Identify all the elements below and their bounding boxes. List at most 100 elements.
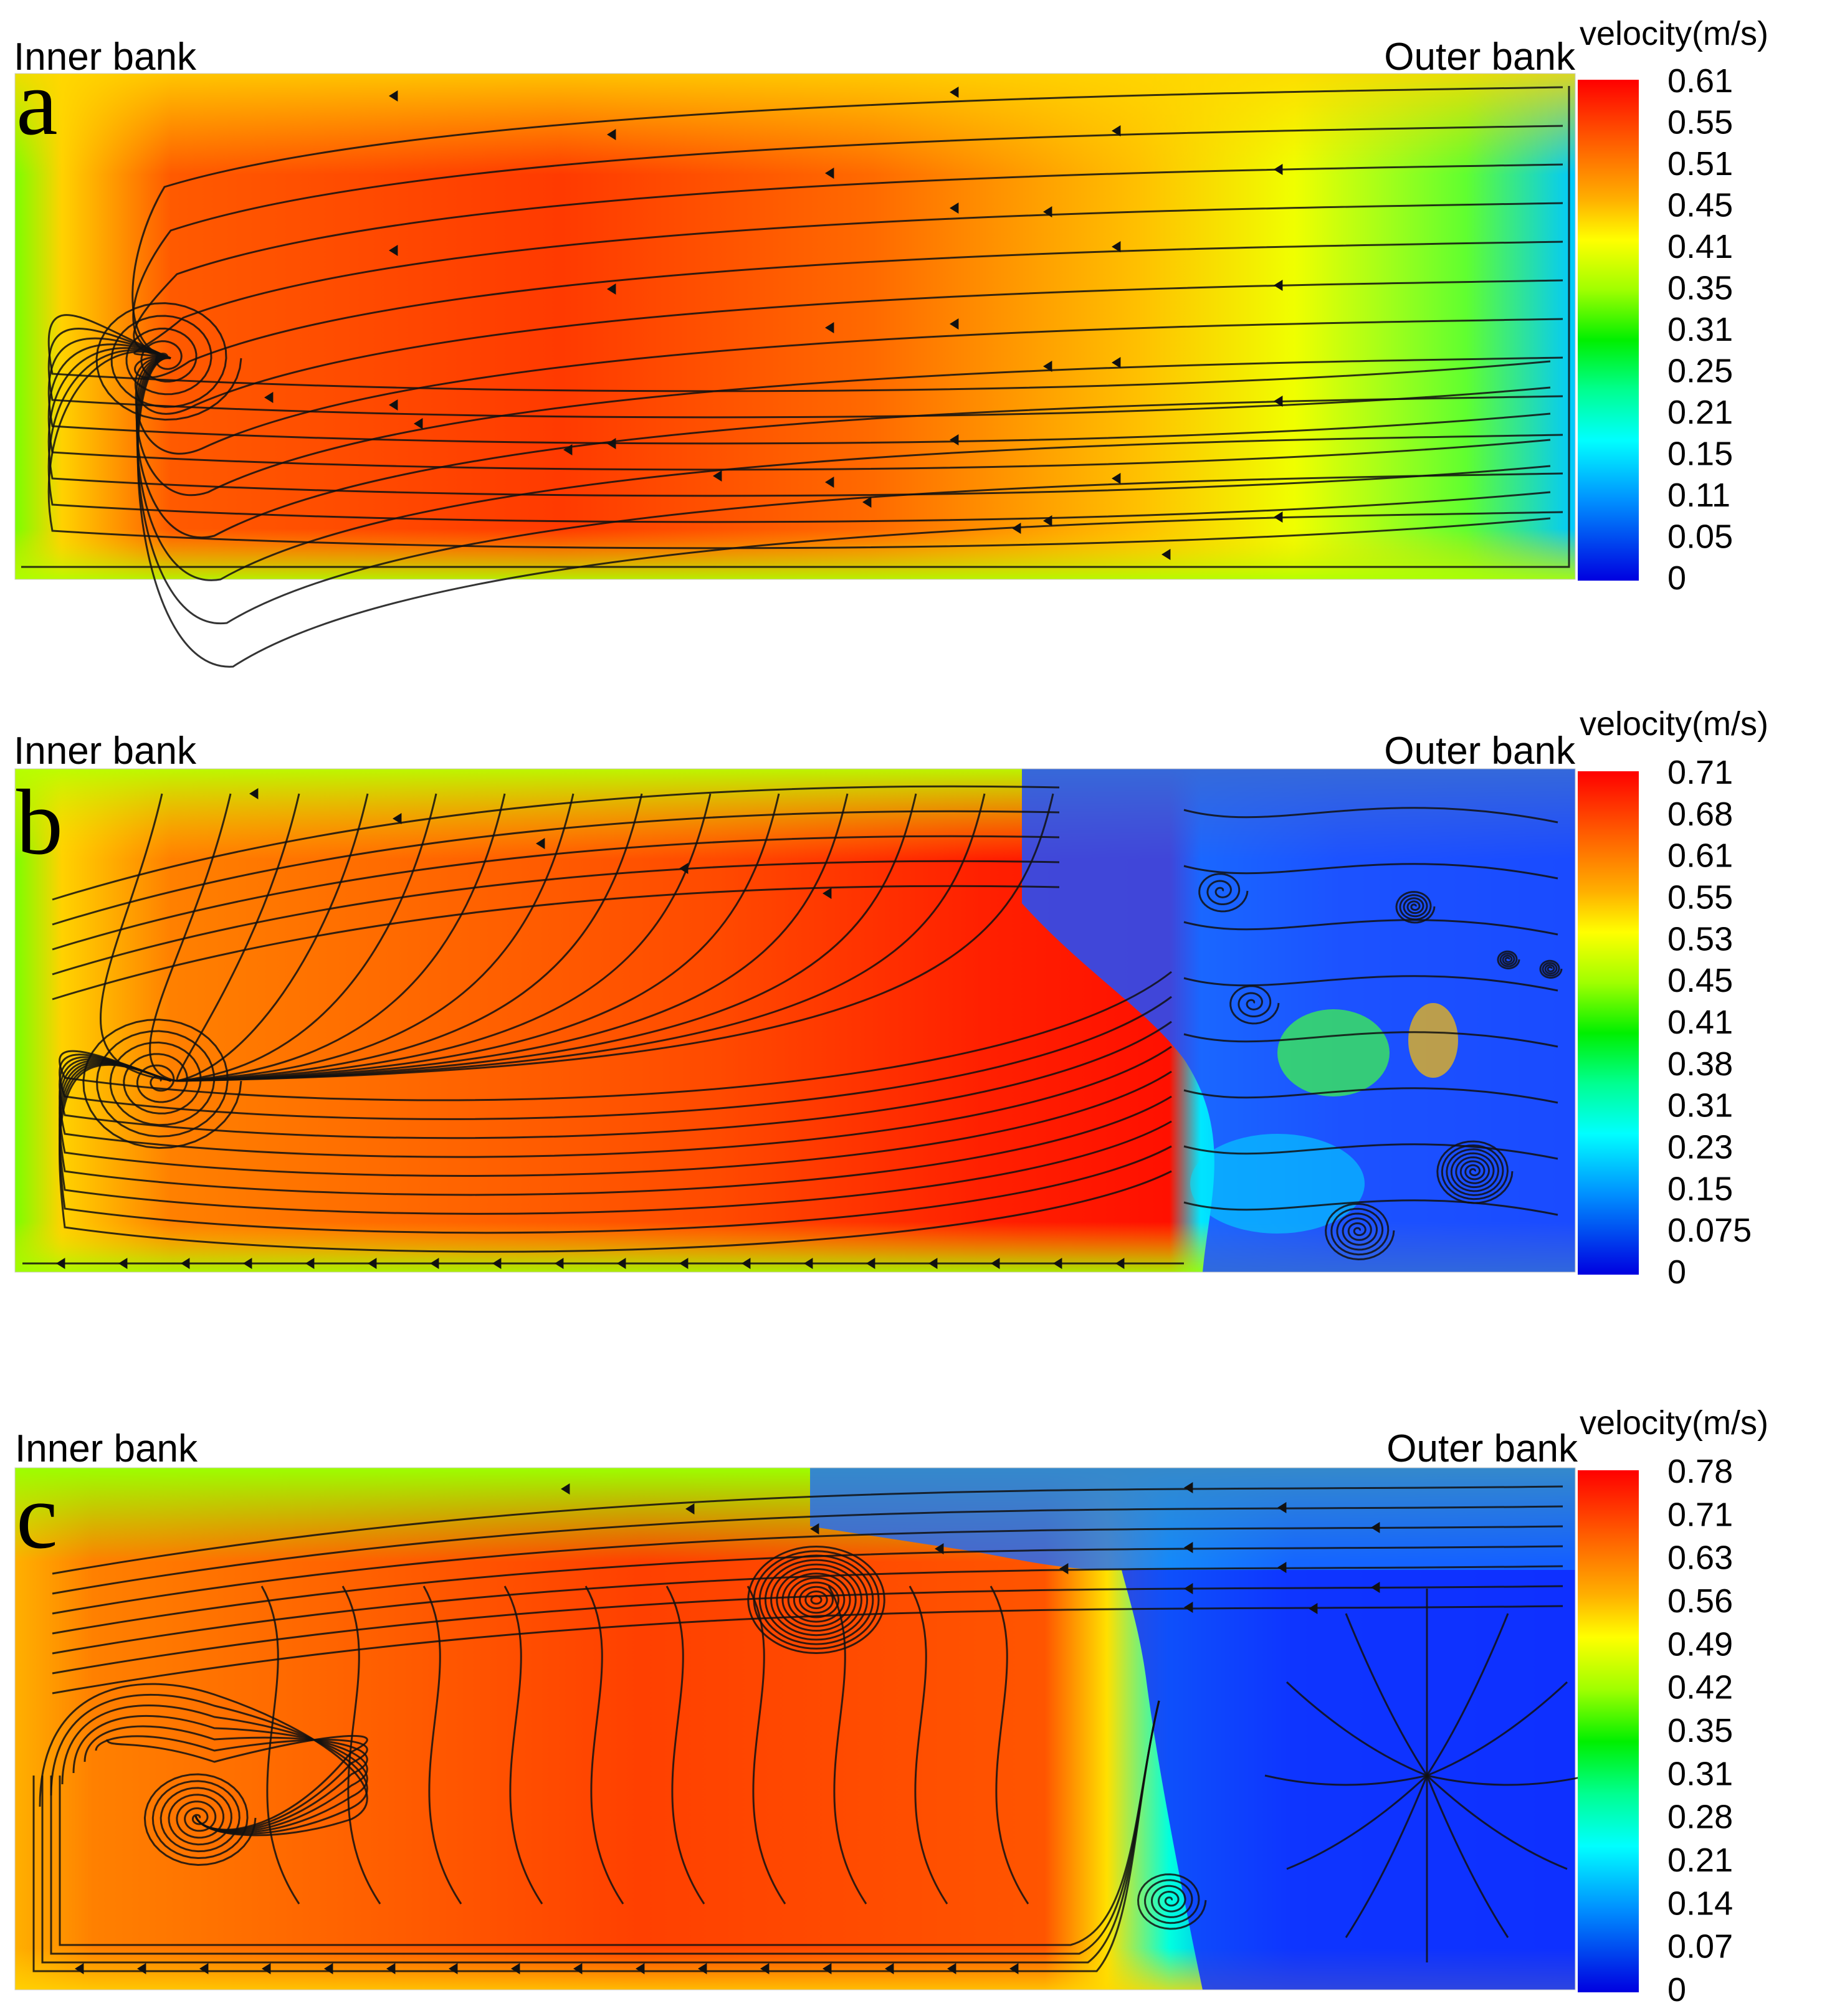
streamline-arrow (862, 497, 872, 508)
panel-b-streamline (1183, 1087, 1558, 1104)
streamline-arrow (679, 863, 689, 874)
panel-b-streamline (176, 793, 300, 1082)
colorbar-tick-label: 0.23 (1667, 1129, 1733, 1166)
panel-a-outer-bank-label: Outer bank (1384, 36, 1576, 78)
panel-b-vortex (1497, 950, 1520, 970)
panel-c-streamline (61, 1704, 368, 1833)
streamline-arrow (1274, 511, 1283, 523)
panel-c-streamline (909, 1586, 948, 1904)
panel-b-streamline (52, 785, 1060, 901)
panel-b-vortex (1198, 873, 1249, 913)
panel-b-streamline (149, 793, 232, 1082)
panel-c-vortex-ring (747, 1546, 885, 1654)
streamline-arrow (825, 168, 834, 179)
panel-b-inner-bank-label: Inner bank (14, 730, 197, 773)
colorbar-tick-label: 0.61 (1667, 837, 1733, 875)
streamline-arrow (947, 1963, 956, 1974)
streamline-arrow (1112, 357, 1121, 368)
panel-a-colorbar-ticks: 0.61 0.55 0.51 0.45 0.41 0.35 0.31 0.25 0.21 0.15… (1667, 62, 1733, 597)
colorbar-tick-label: 0.68 (1667, 796, 1733, 833)
panel-b-streamline (176, 793, 437, 1082)
panel-c-streamline (59, 1700, 1160, 1946)
panel-c-vortex-ring (770, 1563, 862, 1637)
colorbar-tick-label: 0.42 (1667, 1669, 1733, 1706)
panel-b-yellow-patch (1408, 1003, 1458, 1078)
panel-c-vortex-ring (804, 1590, 828, 1609)
panel-c-vortex (143, 1773, 257, 1866)
streamline-arrow (1112, 473, 1121, 484)
colorbar-tick-label: 0.15 (1667, 1170, 1733, 1207)
streamline-arrow (414, 418, 423, 429)
panel-b-colorbar-ticks: 0.71 0.68 0.61 0.55 0.53 0.45 0.41 0.38 0.31 0.23… (1667, 754, 1752, 1291)
streamline-arrow (1277, 1562, 1287, 1573)
panel-b-streamline (176, 793, 1054, 1082)
streamline-arrow (825, 322, 834, 333)
panel-a-streamline (47, 343, 1551, 471)
panel-a-streamline (47, 347, 1551, 497)
panel-b-streamline (176, 793, 643, 1082)
panel-b-colorbar (1578, 771, 1639, 1275)
panel-b-letter: b (16, 771, 63, 874)
colorbar-tick-label: 0.14 (1667, 1885, 1733, 1922)
panel-a-streamline (47, 314, 1551, 392)
panel-c-vortex-ring (753, 1550, 880, 1650)
panel-c-streamline (1285, 1681, 1428, 1777)
panel-c-vortex-ring (776, 1568, 857, 1632)
streamline-arrow (950, 202, 959, 214)
colorbar-tick-label: 0.41 (1667, 1004, 1733, 1041)
panel-c-streamline (95, 1735, 368, 1832)
colorbar-tick-label: 0.51 (1667, 145, 1733, 183)
panel-c-streamline (1286, 1774, 1428, 1870)
streamline-arrow (1274, 164, 1283, 175)
panel-c-streamline (52, 1605, 1563, 1695)
streamline-arrow (950, 318, 959, 330)
panel-b-streamline (99, 793, 178, 1082)
panel-c: Inner bank Outer bank c velocity(m/s) 0.… (14, 1404, 1768, 2009)
panel-c-streamline (990, 1586, 1029, 1904)
streamline-arrow (573, 1963, 583, 1974)
colorbar-tick-label: 0.55 (1667, 879, 1733, 916)
panel-b-streamline (176, 793, 575, 1082)
panel-c-upper-green-band (810, 1468, 1575, 1570)
colorbar-tick-label: 0.35 (1667, 1712, 1733, 1749)
panel-c-streamline (1426, 1681, 1568, 1777)
streamline-arrow (389, 90, 398, 102)
streamline-arrow (1277, 1502, 1287, 1513)
panel-c-vortex (1137, 1873, 1207, 1930)
streamline-arrow (1161, 549, 1171, 560)
streamline-arrow (262, 1963, 271, 1974)
panel-b-vortex (1229, 985, 1280, 1025)
panel-b: Inner bank Outer bank b velocity(m/s) 0.… (14, 705, 1768, 1291)
panel-b-streamline (59, 1063, 1172, 1253)
panel-c-streamlines (32, 1482, 1590, 1974)
panel-c-streamline (1426, 1774, 1590, 1786)
colorbar-tick-label: 0.56 (1667, 1582, 1733, 1620)
colorbar-tick-label: 0.31 (1667, 1087, 1733, 1124)
streamline-arrow (950, 87, 959, 98)
streamline-arrow (713, 470, 722, 482)
colorbar-tick-label: 0.075 (1667, 1212, 1752, 1249)
panel-b-streamline (59, 1062, 1172, 1215)
colorbar-tick-label: 0 (1667, 1971, 1686, 2009)
streamline-arrow (264, 392, 274, 403)
streamline-arrow (1112, 241, 1121, 252)
panel-c-streamline (665, 1586, 705, 1904)
streamline-arrow (685, 1503, 695, 1514)
colorbar-tick-label: 0.78 (1667, 1453, 1733, 1490)
colorbar-tick-label: 0.25 (1667, 353, 1733, 390)
streamline-arrow (636, 1963, 645, 1974)
panel-b-cyan-patch (1190, 1134, 1365, 1234)
streamline-arrow (1009, 1963, 1019, 1974)
streamline-arrow (810, 1523, 819, 1534)
panel-c-inner-bank-label: Inner bank (15, 1427, 198, 1470)
panel-c-streamline (50, 1693, 368, 1835)
streamline-arrow (1184, 1542, 1193, 1553)
panel-a-streamline (47, 351, 1551, 549)
streamline-arrow (561, 1483, 570, 1495)
streamline-arrow (1059, 1563, 1069, 1574)
streamline-arrow (199, 1963, 209, 1974)
panel-b-vortex (1436, 1140, 1514, 1204)
streamline-arrow (386, 1963, 396, 1974)
colorbar-tick-label: 0.21 (1667, 1842, 1733, 1879)
colorbar-tick-label: 0.38 (1667, 1045, 1733, 1083)
